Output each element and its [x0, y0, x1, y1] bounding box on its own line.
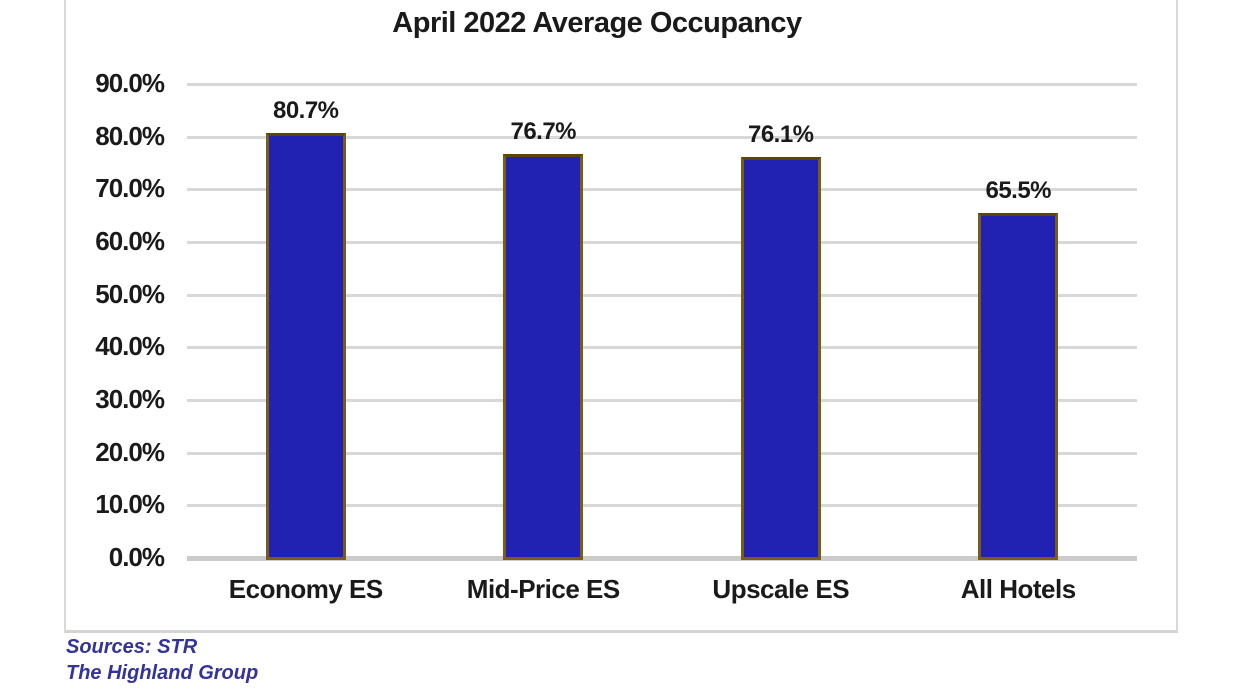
sources-note: Sources: STR The Highland Group [66, 634, 258, 686]
source-line-1: Sources: STR [66, 636, 198, 658]
source-line-2: The Highland Group [66, 662, 259, 684]
chart-title: April 2022 Average Occupancy [392, 7, 802, 39]
chart-frame [64, 0, 1178, 633]
